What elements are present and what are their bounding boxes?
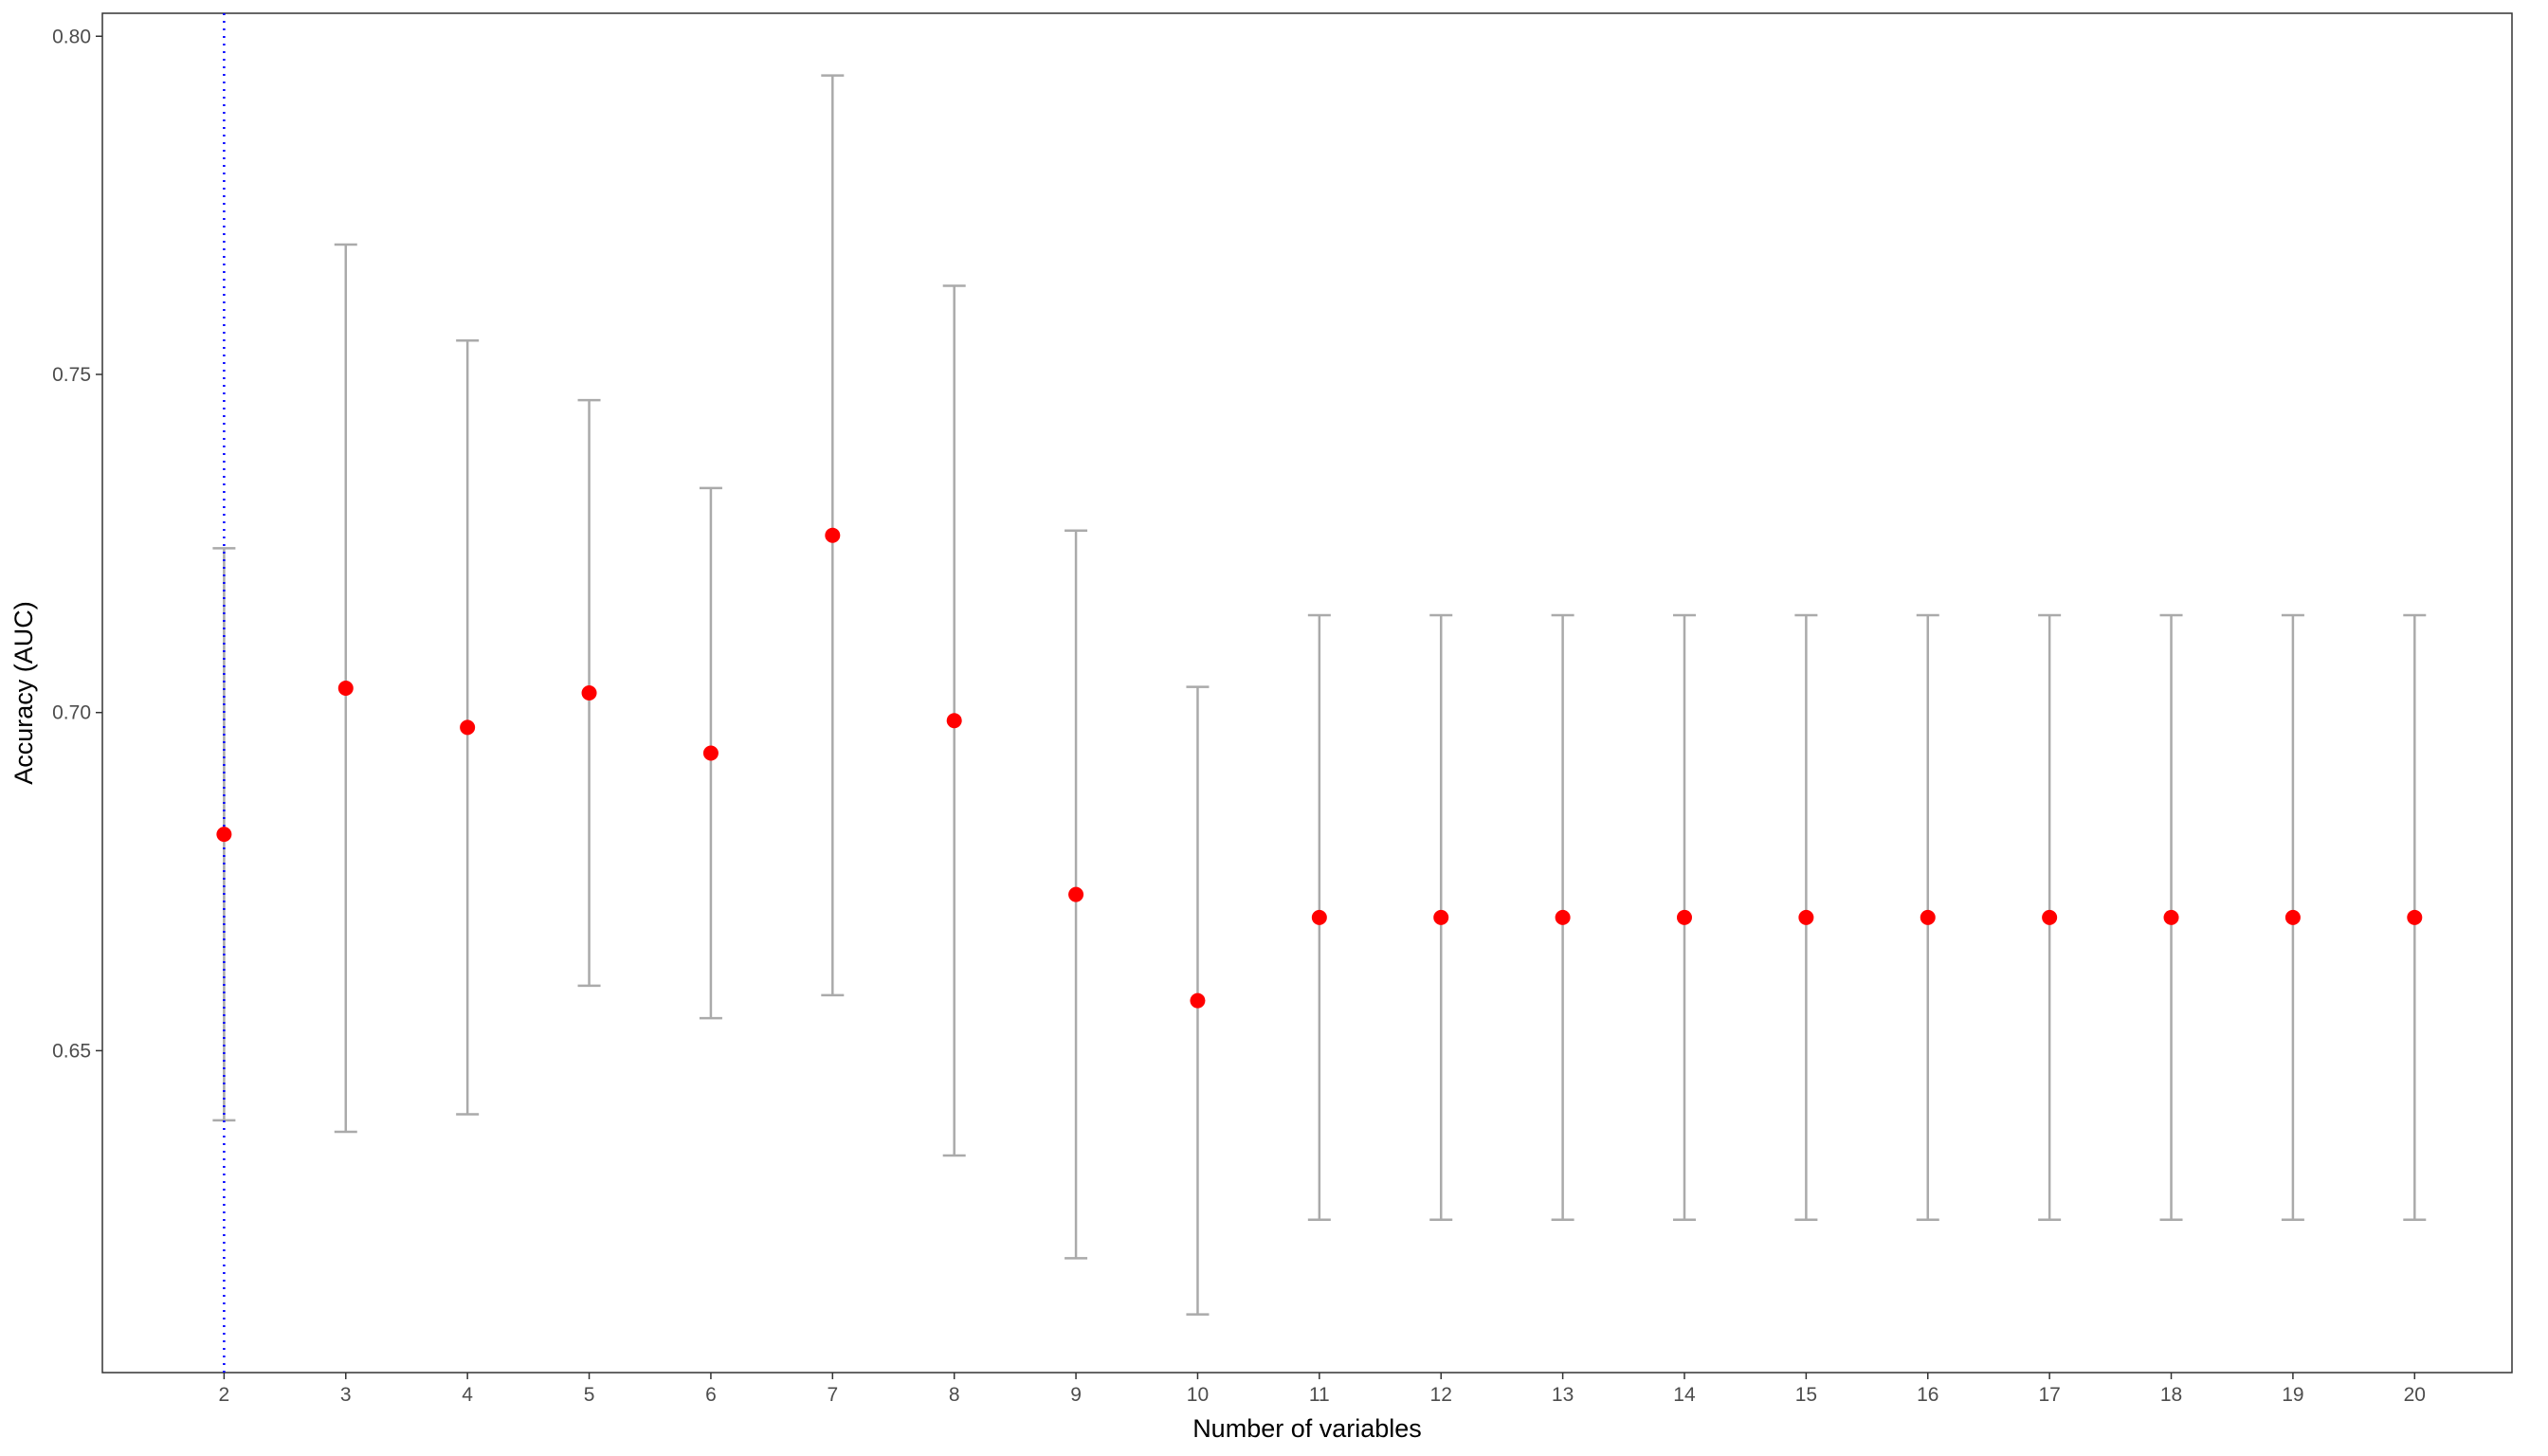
y-tick-label: 0.75 [52,364,91,386]
x-tick-label: 17 [2038,1384,2060,1406]
x-tick-label: 19 [2282,1384,2303,1406]
point [1068,886,1084,902]
x-tick-label: 3 [340,1384,352,1406]
x-tick-label: 4 [462,1384,473,1406]
point [460,719,476,736]
x-axis-title: Number of variables [1192,1414,1422,1443]
point [581,685,597,701]
x-tick-label: 5 [584,1384,595,1406]
point [1311,909,1327,925]
point [1920,909,1936,925]
x-tick-label: 2 [219,1384,230,1406]
plot-border [101,12,2513,1374]
point [2163,909,2179,925]
x-tick-label: 8 [949,1384,960,1406]
point [337,681,354,697]
point [2407,909,2423,925]
x-tick-label: 10 [1187,1384,1209,1406]
x-tick-label: 15 [1795,1384,1817,1406]
point [1555,909,1571,925]
x-tick-label: 6 [705,1384,717,1406]
point [1190,992,1206,1009]
y-axis-title: Accuracy (AUC) [9,601,38,785]
x-tick-label: 11 [1309,1384,1330,1406]
point [1433,909,1449,925]
x-tick-label: 9 [1070,1384,1082,1406]
point [702,745,719,761]
x-tick-label: 16 [1917,1384,1938,1406]
x-tick-label: 13 [1552,1384,1574,1406]
y-tick-label: 0.70 [52,702,91,724]
x-tick-label: 20 [2404,1384,2426,1406]
point [825,527,841,543]
point [2042,909,2058,925]
x-tick-label: 7 [827,1384,838,1406]
y-tick-label: 0.80 [52,26,91,47]
y-tick-label: 0.65 [52,1040,91,1062]
x-tick-label: 14 [1673,1384,1696,1406]
point [1798,909,1814,925]
x-tick-label: 18 [2160,1384,2182,1406]
point [946,713,962,729]
point [2284,909,2301,925]
x-tick-label: 12 [1430,1384,1452,1406]
point [1676,909,1692,925]
point [216,827,232,843]
